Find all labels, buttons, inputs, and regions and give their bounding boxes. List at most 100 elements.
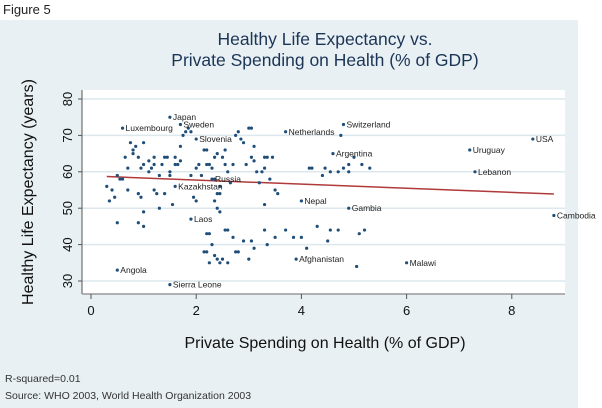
data-point [328,228,332,232]
labeled-data-point [189,217,193,221]
y-tick-label: 80 [60,92,75,106]
data-point [247,257,251,261]
data-point [226,228,230,232]
data-point [255,170,259,174]
data-point [357,232,361,236]
x-ticks: 0 2 4 6 8 [87,294,515,318]
labeled-data-point [405,261,409,265]
data-point [249,155,254,159]
data-point [142,224,146,228]
data-point [226,170,230,174]
points-group [105,115,556,287]
data-point [236,250,240,254]
data-point [131,148,135,152]
data-point [339,133,343,137]
labeled-data-point [552,213,556,218]
data-point [176,162,180,167]
data-point [336,170,340,174]
data-point [131,152,135,156]
point-label: Lebanon [478,167,511,177]
data-point [218,184,222,188]
data-point [262,202,267,207]
data-point [244,162,248,167]
data-point [142,141,146,145]
data-point [189,173,193,178]
data-point [207,162,211,167]
data-point [213,253,217,258]
labeled-data-point [120,126,125,130]
point-label: Japan [173,112,196,122]
labeled-data-point [473,170,477,174]
x-tick-label: 4 [298,303,305,318]
point-label: Slovenia [199,134,232,144]
data-point [228,181,232,185]
data-point [218,192,222,196]
data-point [347,162,351,167]
data-point [218,210,222,214]
data-point [147,159,151,163]
data-point [218,261,222,265]
data-point [215,257,219,261]
data-point [186,126,190,130]
data-point [139,166,143,170]
data-point [231,162,235,167]
labeled-data-point [210,177,214,181]
data-point [118,177,122,181]
data-point [142,210,146,214]
data-point [249,126,254,130]
point-label: Russia [215,174,241,184]
data-point [194,199,198,203]
data-point [234,250,238,254]
data-point [165,155,169,159]
labeled-data-point [347,206,351,210]
data-point [110,188,114,192]
data-point [262,155,267,159]
data-point [105,184,109,188]
data-point [234,133,238,137]
data-point [276,192,280,196]
point-label: Laos [194,214,212,224]
data-point [152,162,156,167]
data-point [265,243,269,247]
x-tick-label: 6 [403,303,410,318]
data-point [163,155,167,159]
data-point [207,261,211,265]
data-point [326,239,330,243]
data-point [157,173,161,178]
data-point [231,235,235,239]
labeled-data-point [168,115,172,119]
data-point [336,228,340,232]
data-point [202,250,206,254]
data-point [181,133,185,137]
data-point [136,155,140,159]
data-point [123,155,127,159]
data-point [191,195,196,199]
labeled-data-point [194,137,198,141]
chart-title-line-1: Healthy Life Expectancy vs. [218,29,433,49]
data-point [355,264,359,269]
point-label: Afghanistan [299,254,344,264]
data-point [115,221,119,225]
regression-fit-line [106,175,554,195]
data-point [310,166,314,170]
point-label: USA [536,134,554,144]
labeled-data-point [299,199,303,203]
data-point [139,195,143,199]
data-point [107,199,112,203]
point-label: Sierra Leone [173,280,222,290]
y-tick-label: 30 [60,274,75,288]
x-axis-title: Private Spending on Health (% of GDP) [184,335,465,352]
data-point [173,162,177,167]
gridlines [82,98,565,282]
point-label: Netherlands [289,127,335,137]
point-label: Angola [120,265,147,275]
data-point [120,177,125,181]
data-point [205,162,209,167]
data-point [142,162,146,167]
data-point [170,202,175,207]
data-point [168,170,172,174]
data-point [249,239,254,243]
data-point [210,243,214,247]
